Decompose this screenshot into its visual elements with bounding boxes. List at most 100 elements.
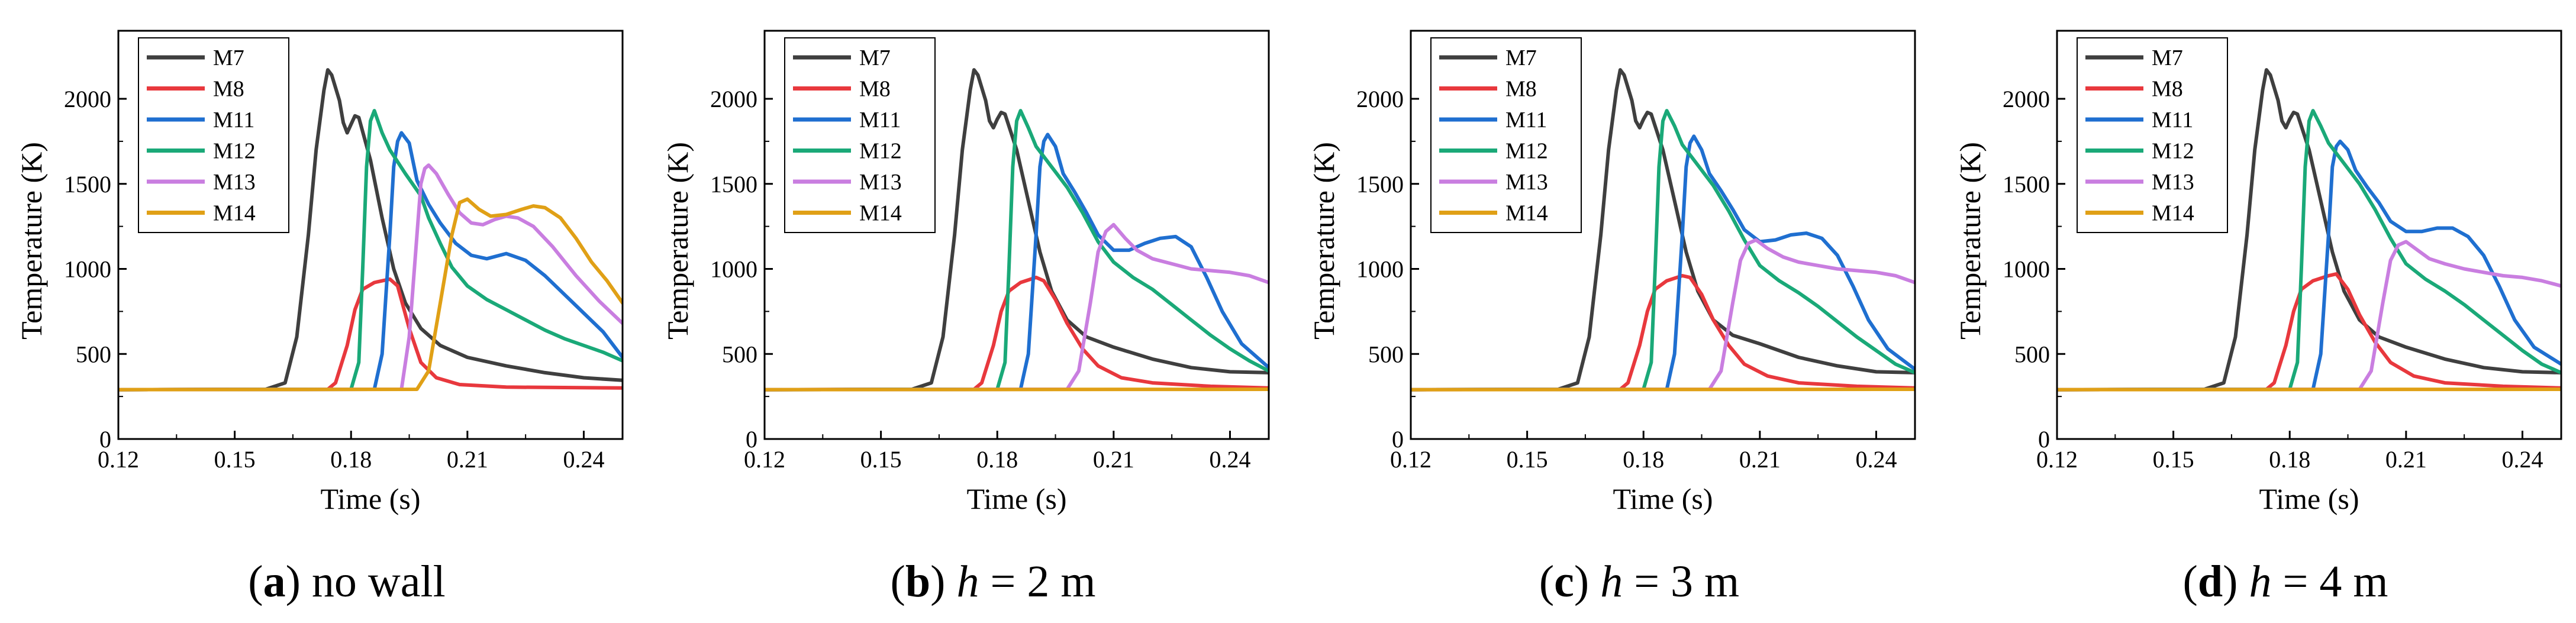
panel-caption: (d) h = 4 m <box>2183 557 2388 606</box>
x-tick-label: 0.21 <box>2385 446 2427 473</box>
x-tick-label: 0.12 <box>744 446 785 473</box>
caption-text <box>2238 557 2249 606</box>
caption-open-paren: ( <box>248 557 263 606</box>
caption-close-paren: ) <box>2223 557 2238 606</box>
x-tick-label: 0.18 <box>1623 446 1664 473</box>
caption-close-paren: ) <box>930 557 945 606</box>
legend-label-m13: M13 <box>213 170 256 195</box>
legend-label-m14: M14 <box>859 201 902 226</box>
caption-value: = 4 m <box>2271 557 2388 606</box>
caption-letter: d <box>2198 557 2223 606</box>
legend-label-m11: M11 <box>2152 108 2193 133</box>
series-line-m7 <box>118 68 623 392</box>
caption-variable: h <box>956 557 979 606</box>
y-tick-label: 500 <box>722 341 757 367</box>
caption-letter: b <box>905 557 930 606</box>
legend: M7 M8 M11 M12 M13 M14 <box>784 37 936 233</box>
series-line-m11 <box>765 133 1269 392</box>
legend-label-m7: M7 <box>213 46 244 70</box>
legend-box <box>1430 37 1582 233</box>
legend: M7 M8 M11 M12 M13 M14 <box>1430 37 1582 233</box>
series-line-m8 <box>118 277 623 392</box>
caption-open-paren: ( <box>891 557 905 606</box>
legend-label-m8: M8 <box>213 77 244 102</box>
legend-label-m12: M12 <box>1505 139 1548 164</box>
y-tick-label: 500 <box>76 341 111 367</box>
series-line-m8 <box>765 275 1269 392</box>
y-tick-label: 0 <box>1392 426 1404 453</box>
y-axis-label: Temperature (K) <box>661 142 694 340</box>
y-tick-label: 2000 <box>64 86 111 112</box>
series-group <box>2057 68 2561 392</box>
caption-open-paren: ( <box>1539 557 1554 606</box>
chart-panel-c: 0.12 0.15 0.18 0.21 0.24 0 500 1000 1500 2000 Time… <box>1307 30 1916 606</box>
x-tick-label: 0.21 <box>1739 446 1781 473</box>
legend-label-m7: M7 <box>1505 46 1537 70</box>
caption-letter: a <box>263 557 286 606</box>
series-line-m7 <box>765 68 1269 392</box>
y-axis-label: Temperature (K) <box>1953 142 1987 340</box>
series-line-m12 <box>1411 109 1915 392</box>
y-tick-label: 500 <box>1368 341 1404 367</box>
legend-label-m12: M12 <box>859 139 902 164</box>
legend-label-m14: M14 <box>2152 201 2194 226</box>
legend-label-m13: M13 <box>1505 170 1548 195</box>
series-line-m8 <box>2057 272 2561 392</box>
y-tick-label: 1000 <box>64 256 111 283</box>
series-line-m13 <box>118 163 623 392</box>
y-tick-label: 1000 <box>710 256 757 283</box>
y-tick-label: 0 <box>99 426 111 453</box>
legend-box <box>138 37 289 233</box>
x-tick-label: 0.24 <box>1855 446 1897 473</box>
legend-label-m11: M11 <box>213 108 254 133</box>
plot-frame <box>763 30 1270 440</box>
series-line-m13 <box>765 222 1269 392</box>
y-axis-label: Temperature (K) <box>1307 142 1340 340</box>
caption-close-paren: ) <box>286 557 301 606</box>
plot-frame <box>1410 30 1916 440</box>
series-line-m12 <box>118 109 623 392</box>
x-axis-label: Time (s) <box>2259 482 2359 515</box>
y-tick-label: 2000 <box>710 86 757 112</box>
y-tick-label: 2000 <box>1356 86 1404 112</box>
panel-caption: (b) h = 2 m <box>891 557 1096 606</box>
x-tick-label: 0.24 <box>563 446 604 473</box>
series-line-m14 <box>118 197 623 392</box>
x-tick-label: 0.21 <box>447 446 488 473</box>
series-line-m14 <box>2057 388 2561 392</box>
x-tick-label: 0.15 <box>214 446 256 473</box>
caption-text <box>945 557 956 606</box>
series-line-m11 <box>2057 139 2561 392</box>
series-group <box>765 68 1269 392</box>
series-line-m14 <box>765 388 1269 392</box>
y-tick-label: 1500 <box>1356 171 1404 198</box>
legend-label-m13: M13 <box>859 170 902 195</box>
series-group <box>1411 68 1915 392</box>
legend-box <box>2077 37 2228 233</box>
legend-label-m7: M7 <box>859 46 891 70</box>
legend-label-m8: M8 <box>859 77 891 102</box>
series-line-m13 <box>2057 240 2561 392</box>
x-tick-label: 0.12 <box>98 446 139 473</box>
x-tick-label: 0.18 <box>2269 446 2310 473</box>
legend-label-m12: M12 <box>213 139 256 164</box>
legend-label-m11: M11 <box>859 108 901 133</box>
y-axis-label: Temperature (K) <box>15 142 48 340</box>
caption-text: no wall <box>301 557 446 606</box>
x-axis-label: Time (s) <box>966 482 1066 515</box>
y-tick-label: 1500 <box>2003 171 2050 198</box>
chart-panel-d: 0.12 0.15 0.18 0.21 0.24 0 500 1000 1500 2000 Time… <box>1953 30 2562 606</box>
series-line-m7 <box>1411 68 1915 392</box>
series-line-m13 <box>1411 238 1915 392</box>
legend: M7 M8 M11 M12 M13 M14 <box>138 37 289 233</box>
y-tick-label: 0 <box>2038 426 2050 453</box>
legend: M7 M8 M11 M12 M13 M14 <box>2077 37 2228 233</box>
series-line-m7 <box>2057 68 2561 392</box>
plot-frame <box>2056 30 2562 440</box>
caption-open-paren: ( <box>2183 557 2198 606</box>
y-tick-label: 2000 <box>2003 86 2050 112</box>
series-line-m11 <box>118 131 623 392</box>
x-tick-label: 0.24 <box>1209 446 1250 473</box>
legend-label-m7: M7 <box>2152 46 2183 70</box>
